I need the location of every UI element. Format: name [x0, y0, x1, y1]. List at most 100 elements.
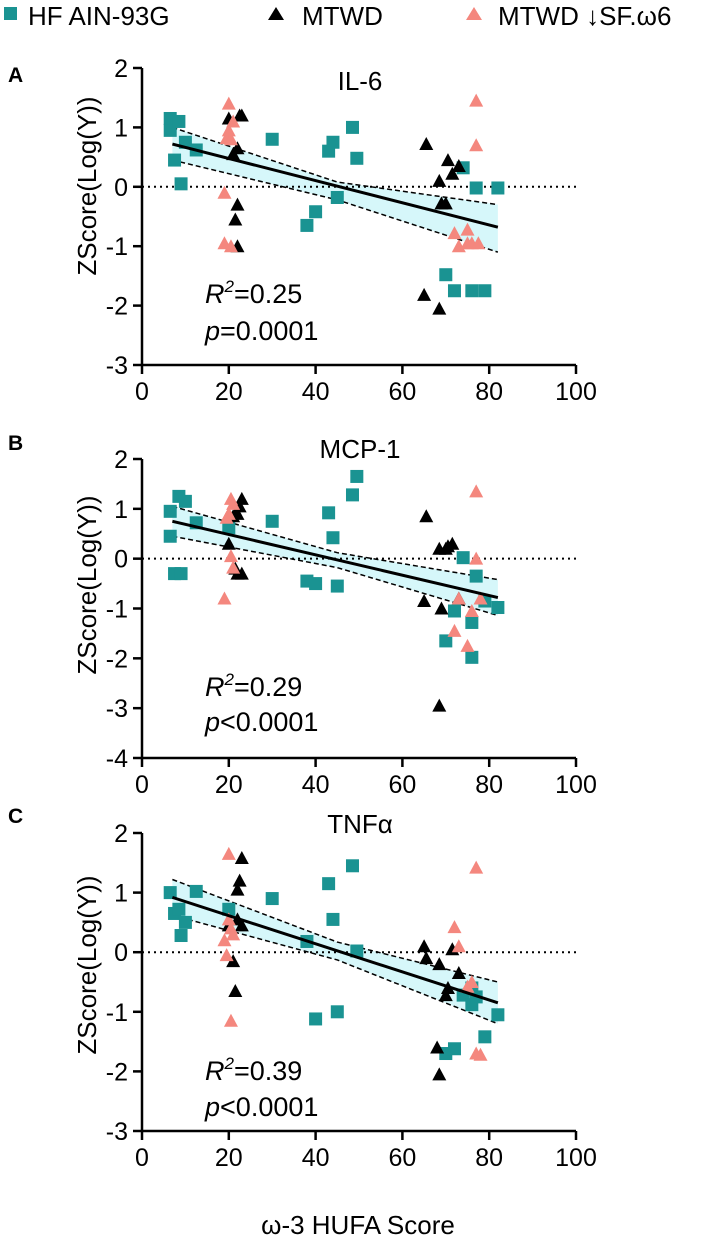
- panel-a-y-tick-label: -2: [106, 293, 128, 321]
- panel-a-point-hf: [174, 177, 188, 191]
- panel-a-x-tick-label: 0: [135, 378, 149, 406]
- legend: HF AIN-93G MTWD MTWD ↓SF.ω6: [4, 1, 671, 31]
- panel-c-x-tick-label: 100: [555, 1144, 597, 1172]
- panel-a-point-mtwd: [445, 166, 460, 180]
- panel-a-y-tick-label: -1: [106, 233, 128, 261]
- panel-c-point-mtwd: [230, 882, 245, 896]
- panel-b-point-mtwd: [419, 509, 434, 523]
- panel-c-point-hf: [326, 912, 340, 926]
- panel-b-point-hf: [330, 579, 344, 593]
- panel-c-y-tick-label: 2: [114, 820, 128, 848]
- panel-c-point-mtwd: [419, 951, 434, 965]
- panel-c-point-hf: [222, 902, 236, 916]
- panel-b-point-hf: [465, 615, 479, 629]
- panel-b-point-hf: [491, 601, 505, 615]
- panel-a-r2-value: =0.25: [234, 279, 302, 309]
- panel-c-point-sf: [469, 860, 484, 874]
- x-axis-label: ω-3 HUFA Score: [261, 1210, 455, 1240]
- panel-a-confidence-band: [172, 127, 498, 253]
- panel-c-point-sf: [221, 912, 236, 926]
- panel-c-x-tick-label: 40: [302, 1144, 330, 1172]
- panel-c-point-sf: [223, 1013, 238, 1027]
- panel-c-p-value: <0.0001: [220, 1092, 318, 1122]
- panel-c-point-hf: [163, 886, 177, 900]
- panel-c-y-tick-label: 0: [114, 939, 128, 967]
- panel-c-point-hf: [172, 902, 186, 916]
- panel-c-point-hf: [322, 877, 336, 891]
- panel-b-point-mtwd: [445, 536, 460, 550]
- panel-c-p-prefix: p: [204, 1092, 220, 1122]
- panel-c-point-sf: [221, 846, 236, 860]
- panel-a-y-tick-label: 2: [114, 55, 128, 83]
- panel-a-point-sf: [217, 185, 232, 199]
- panel-a-point-hf: [265, 132, 279, 146]
- panel-b-r2-prefix: R: [205, 672, 225, 702]
- panel-b-point-mtwd: [434, 601, 449, 615]
- panel-c-point-hf: [491, 1008, 505, 1022]
- panel-a-point-mtwd: [230, 197, 245, 211]
- panel-b-point-sf: [447, 623, 462, 637]
- panel-a-ci-upper: [172, 126, 498, 206]
- panel-a-x-tick-label: 80: [475, 378, 503, 406]
- panel-b-point-hf: [222, 521, 236, 535]
- panel-b-letter: B: [8, 432, 23, 455]
- panel-c-point-sf: [217, 933, 232, 947]
- panel-c-point-mtwd: [234, 851, 249, 865]
- panel-a-point-mtwd: [432, 301, 447, 315]
- panel-b-point-hf: [309, 577, 323, 591]
- panel-b-point-hf: [469, 569, 483, 583]
- panel-b-point-sf: [226, 496, 241, 510]
- panel-b-p-value: <0.0001: [220, 707, 318, 737]
- panel-c-point-mtwd: [232, 873, 247, 887]
- legend-marker-mtwd: [268, 7, 284, 20]
- panel-c-point-sf: [451, 939, 466, 953]
- panel-b-point-sf: [460, 638, 475, 652]
- panel-b-y-tick-label: 0: [114, 546, 128, 574]
- panel-b-point-sf: [223, 549, 238, 563]
- panel-a-point-sf: [460, 222, 475, 236]
- panel-a-point-mtwd: [451, 159, 466, 173]
- panel-a-point-sf: [226, 114, 241, 128]
- panel-a-point-hf: [168, 153, 182, 167]
- panel-b-point-hf: [326, 531, 340, 545]
- panel-c-point-mtwd: [432, 1067, 447, 1081]
- panel-a-point-mtwd: [440, 153, 455, 167]
- panel-b-point-hf: [174, 567, 188, 581]
- panel-c-point-hf: [350, 944, 364, 958]
- panel-c-point-mtwd: [451, 966, 466, 980]
- panel-a-x-tick-label: 40: [302, 378, 330, 406]
- panel-c-x-tick-label: 0: [135, 1144, 149, 1172]
- panel-b-x-tick-label: 0: [135, 771, 149, 799]
- panel-c-point-mtwd: [432, 957, 447, 971]
- panel-c-y-tick-label: -3: [106, 1118, 128, 1146]
- panel-a-title: IL-6: [338, 66, 383, 96]
- panel-b-point-mtwd: [417, 594, 432, 608]
- panel-b-y-tick-label: 2: [114, 446, 128, 474]
- panel-b-p-prefix: p: [204, 707, 220, 737]
- panel-c-ylabel: ZScore(Log(Y)): [72, 875, 102, 1054]
- panel-b-x-tick-label: 20: [215, 771, 243, 799]
- panel-c-ci-upper: [172, 878, 499, 983]
- panel-b-point-hf: [439, 634, 453, 648]
- panel-a-point-mtwd: [438, 196, 453, 210]
- legend-label-hf: HF AIN-93G: [28, 1, 170, 31]
- panel-b-point-sf: [226, 560, 241, 574]
- panel-c-point-mtwd: [438, 988, 453, 1002]
- panel-a-point-hf: [478, 284, 492, 298]
- panel-a-point-mtwd: [228, 212, 243, 226]
- panel-a-regression-line: [172, 142, 499, 229]
- panel-a-point-hf: [330, 190, 344, 204]
- panel-c-point-sf: [464, 975, 479, 988]
- panel-a-y-tick-label: 1: [114, 114, 128, 142]
- panel-c-letter: C: [8, 805, 23, 828]
- panel-a-point-sf: [221, 123, 236, 137]
- panel-a-p-prefix: p: [204, 316, 220, 346]
- panel-a-point-sf: [223, 239, 238, 253]
- legend-label-mtwd: MTWD: [302, 1, 383, 31]
- panel-a-ylabel: ZScore(Log(Y)): [72, 96, 102, 275]
- panel-c-point-hf: [265, 892, 279, 906]
